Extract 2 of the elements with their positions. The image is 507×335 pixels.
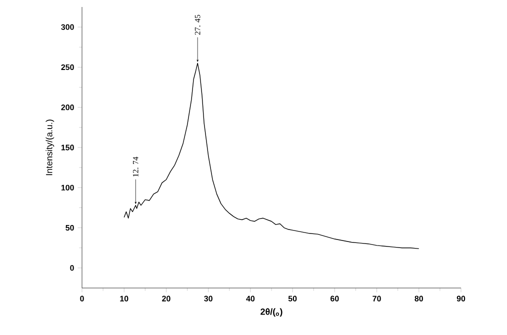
x-axis-title: 2θ/($_{o}$) bbox=[260, 308, 282, 317]
y-axis-title: Intensity/(a.u.) bbox=[46, 120, 54, 176]
